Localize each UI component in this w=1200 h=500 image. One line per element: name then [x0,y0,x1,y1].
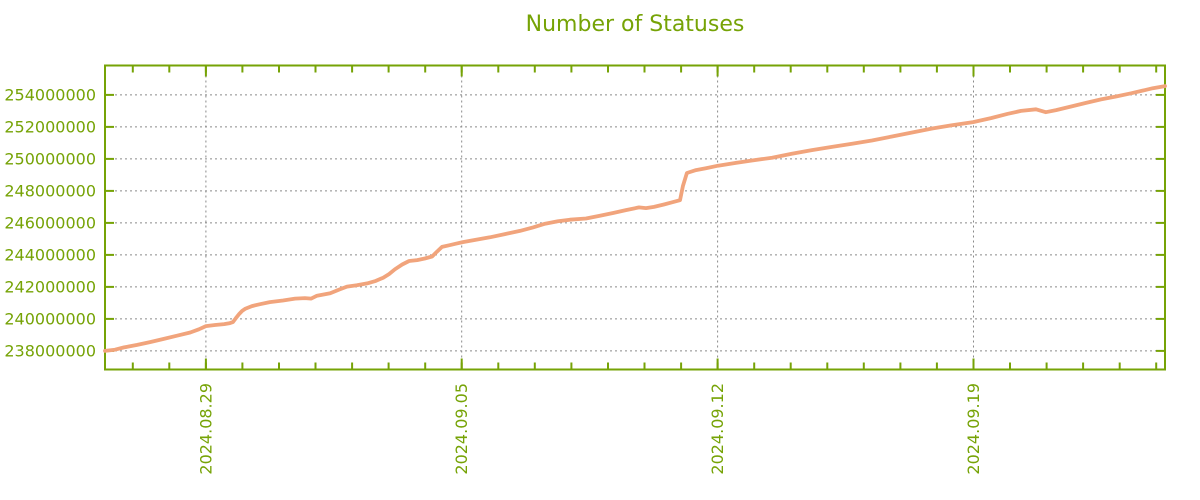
y-axis-tick-label: 246000000 [4,213,96,232]
x-axis-tick-label: 2024.08.29 [196,383,215,475]
x-axis-tick-label: 2024.09.19 [964,383,983,475]
y-axis-tick-label: 254000000 [4,85,96,104]
y-axis-tick-label: 244000000 [4,245,96,264]
x-axis-tick-label: 2024.09.12 [708,383,727,475]
y-axis-tick-label: 250000000 [4,149,96,168]
y-axis-tick-label: 248000000 [4,181,96,200]
chart-title: Number of Statuses [525,12,745,37]
y-axis-tick-label: 242000000 [4,277,96,296]
x-axis-tick-label: 2024.09.05 [452,383,471,475]
plot-border [104,64,1166,371]
y-axis-tick-label: 240000000 [4,309,96,328]
statuses-line-series [103,84,1167,353]
y-axis-tick-label: 252000000 [4,117,96,136]
y-axis-tick-label: 238000000 [4,341,96,360]
